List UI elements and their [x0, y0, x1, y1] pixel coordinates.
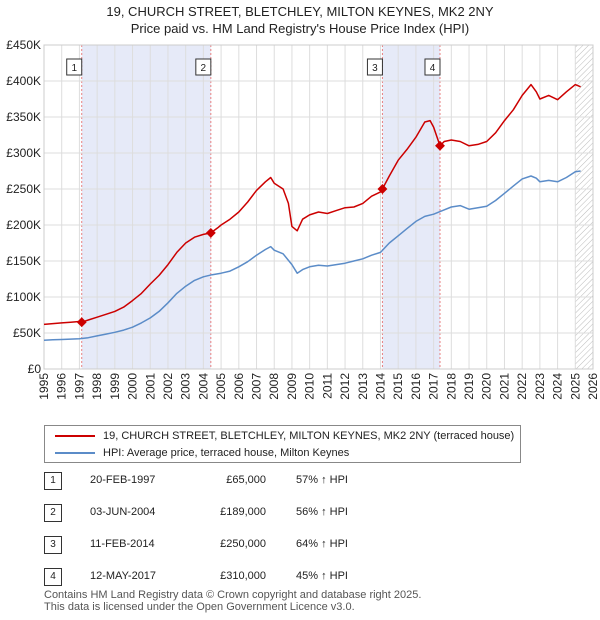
table-row: 1 20-FEB-1997 £65,000 57% ↑ HPI	[44, 472, 444, 490]
x-tick-label: 2003	[179, 373, 193, 400]
sale-point	[205, 227, 216, 238]
transaction-date: 12-MAY-2017	[90, 570, 157, 582]
transaction-price: £250,000	[220, 538, 266, 550]
sale-point	[435, 140, 445, 151]
x-tick-label: 2019	[462, 373, 476, 400]
transaction-hpi: 57% ↑ HPI	[296, 474, 348, 486]
y-tick-label: £250K	[6, 182, 41, 196]
transaction-date: 03-JUN-2004	[90, 506, 156, 518]
table-row: 4 12-MAY-2017 £310,000 45% ↑ HPI	[44, 568, 444, 586]
sale-marker-box	[424, 58, 441, 76]
y-tick-label: £350K	[6, 110, 41, 124]
y-tick-label: £50K	[13, 326, 41, 340]
sale-marker-label: 4	[430, 63, 436, 74]
transaction-number: 1	[44, 472, 62, 490]
x-tick-label: 2001	[143, 373, 157, 400]
table-row: 2 03-JUN-2004 £189,000 56% ↑ HPI	[44, 504, 444, 522]
transaction-hpi: 64% ↑ HPI	[296, 538, 348, 550]
ownership-shading	[382, 45, 440, 369]
chart-subtitle: Price paid vs. HM Land Registry's House …	[130, 21, 470, 36]
sale-marker-box	[66, 58, 83, 76]
x-tick-label: 1999	[108, 373, 122, 400]
x-tick-label: 2012	[338, 373, 352, 400]
x-tick-label: 2002	[161, 373, 175, 400]
y-tick-label: £100K	[6, 290, 41, 304]
x-tick-label: 2022	[515, 373, 529, 400]
legend-swatch-property	[55, 435, 95, 437]
transaction-date: 20-FEB-1997	[90, 474, 156, 486]
legend-item-property: 19, CHURCH STREET, BLETCHLEY, MILTON KEY…	[45, 428, 520, 444]
legend-swatch-hpi	[55, 452, 95, 454]
x-tick-label: 2004	[196, 373, 210, 400]
y-tick-label: £300K	[6, 146, 41, 160]
x-tick-label: 2026	[586, 373, 600, 400]
sale-point	[377, 184, 388, 194]
chart-title: 19, CHURCH STREET, BLETCHLEY, MILTON KEY…	[106, 4, 494, 19]
x-tick-label: 1997	[72, 373, 86, 400]
y-tick-label: £400K	[6, 74, 41, 88]
transaction-date: 11-FEB-2014	[90, 538, 155, 550]
x-tick-label: 2023	[533, 373, 547, 400]
transaction-number: 4	[44, 568, 62, 586]
x-tick-label: 2020	[480, 373, 494, 400]
price-chart: £0 £50K £100K £150K £200K £250K £300K £350K £400…	[6, 38, 600, 400]
plot-frame	[43, 44, 594, 370]
x-tick-label: 2011	[320, 373, 334, 399]
x-tick-label: 2024	[551, 373, 565, 400]
x-tick-label: 2015	[391, 373, 405, 400]
x-tick-label: 2013	[356, 373, 370, 400]
x-tick-label: 2010	[303, 373, 317, 400]
x-tick-label: 1995	[37, 373, 51, 400]
x-tick-label: 2008	[267, 373, 281, 400]
transaction-price: £189,000	[220, 506, 266, 518]
transaction-price: £310,000	[220, 570, 266, 582]
transaction-hpi: 56% ↑ HPI	[296, 506, 348, 518]
x-tick-label: 2000	[126, 373, 140, 400]
footer-licence: This data is licensed under the Open Gov…	[44, 601, 355, 613]
footer-copyright: Contains HM Land Registry data © Crown c…	[44, 589, 422, 601]
sale-marker-box	[195, 58, 212, 76]
x-tick-label: 1998	[90, 373, 104, 400]
x-tick-label: 2016	[409, 373, 423, 400]
y-tick-label: £0	[28, 362, 42, 376]
sale-marker-label: 3	[372, 63, 378, 74]
transaction-number: 3	[44, 536, 62, 554]
legend-item-hpi: HPI: Average price, terraced house, Milt…	[45, 445, 520, 461]
x-tick-label: 2014	[373, 373, 387, 400]
x-tick-label: 2018	[444, 373, 458, 400]
x-tick-label: 2021	[497, 373, 511, 400]
series-line-hpi	[43, 170, 581, 341]
series-line-property	[43, 83, 581, 326]
transaction-number: 2	[44, 504, 62, 522]
x-tick-label: 1996	[55, 373, 69, 400]
y-tick-label: £150K	[6, 254, 41, 268]
y-tick-label: £450K	[6, 38, 41, 52]
x-tick-label: 2009	[285, 373, 299, 400]
y-tick-label: £200K	[6, 218, 41, 232]
x-tick-label: 2005	[214, 373, 228, 400]
x-tick-label: 2017	[427, 373, 441, 400]
chart-legend: 19, CHURCH STREET, BLETCHLEY, MILTON KEY…	[44, 425, 521, 463]
x-tick-label: 2025	[568, 373, 582, 400]
x-tick-label: 2006	[232, 373, 246, 400]
table-row: 3 11-FEB-2014 £250,000 64% ↑ HPI	[44, 536, 444, 554]
sale-marker-label: 2	[201, 63, 207, 74]
forecast-hatch	[575, 45, 593, 369]
sale-marker-box	[366, 58, 383, 76]
transaction-hpi: 45% ↑ HPI	[296, 570, 348, 582]
legend-label-hpi: HPI: Average price, terraced house, Milt…	[103, 447, 350, 459]
legend-label-property: 19, CHURCH STREET, BLETCHLEY, MILTON KEY…	[103, 430, 515, 442]
x-tick-label: 2007	[250, 373, 264, 400]
transaction-price: £65,000	[226, 474, 266, 486]
sale-marker-label: 1	[71, 63, 77, 74]
